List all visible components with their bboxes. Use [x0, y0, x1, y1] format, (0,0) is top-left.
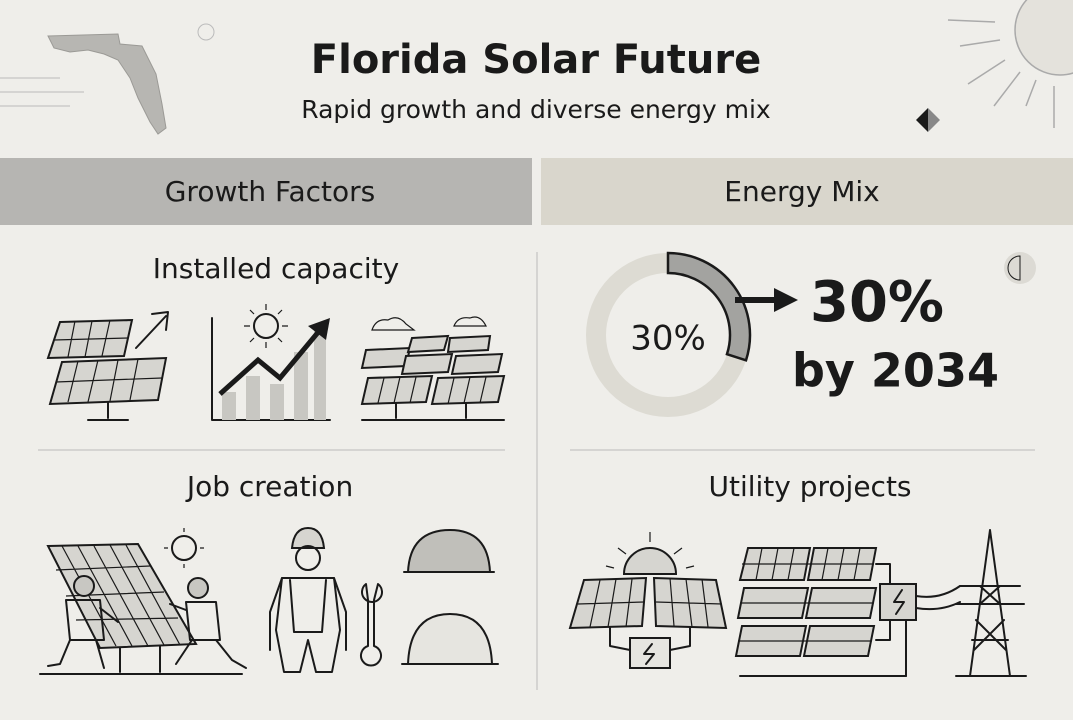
decoration	[0, 0, 1073, 284]
item-label: Utility projects	[708, 470, 911, 503]
installers-icon	[39, 528, 247, 675]
section-title: Growth Factors	[165, 175, 376, 208]
section-header-bar	[0, 158, 532, 225]
subtitle: Rapid growth and diverse energy mix	[301, 95, 770, 124]
item-label: Installed capacity	[153, 252, 399, 285]
donut-chart	[586, 251, 752, 417]
section-title: Energy Mix	[724, 175, 879, 208]
solar-farm-icon	[360, 316, 506, 421]
worker-icon	[269, 526, 499, 673]
title: Florida Solar Future	[311, 37, 761, 83]
utility-icon	[568, 529, 1027, 677]
panel-icon	[46, 311, 169, 421]
section-header-bar	[541, 158, 1073, 225]
target-text: by 2034	[792, 344, 999, 398]
donut-label: 30%	[630, 319, 706, 359]
item-label: Job creation	[185, 470, 353, 503]
growth-chart-icon	[211, 304, 331, 421]
donut-segment	[666, 251, 752, 362]
arrow	[774, 288, 798, 312]
target-value: 30%	[810, 270, 944, 335]
